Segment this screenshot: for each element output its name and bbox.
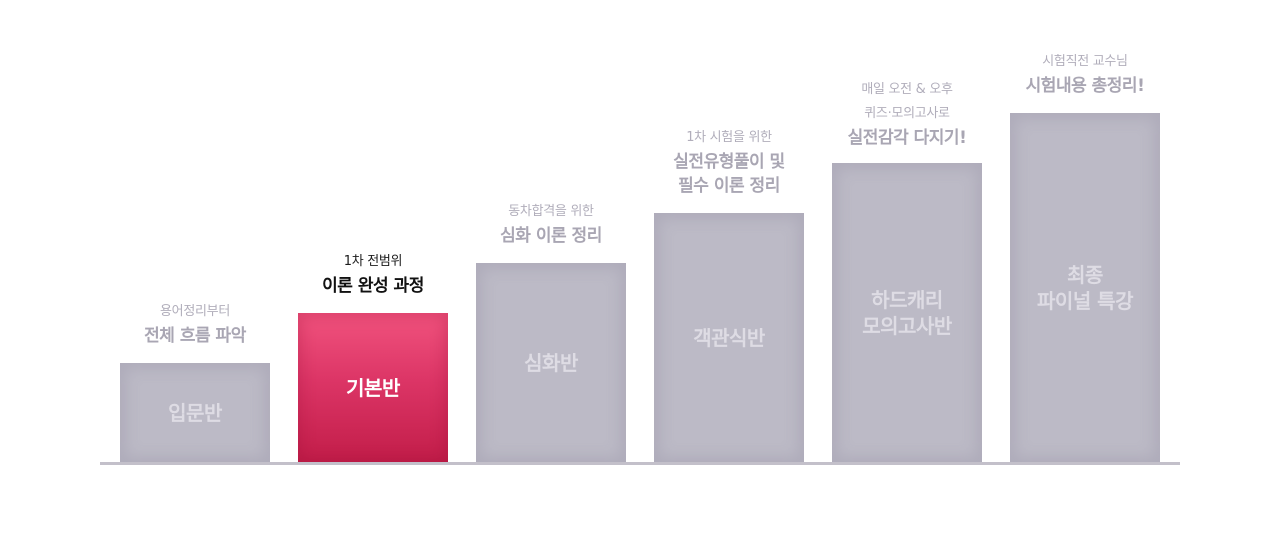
caption-title: 심화 이론 정리 <box>500 226 602 246</box>
course-caption: 시험직전 교수님 시험내용 총정리! <box>985 50 1185 98</box>
course-bar-basic[interactable]: 기본반 <box>298 313 448 463</box>
course-bar-label: 최종 파이널 특강 <box>1037 263 1133 313</box>
caption-title: 이론 완성 과정 <box>322 276 424 296</box>
course-bar-objective[interactable]: 객관식반 <box>654 213 804 463</box>
caption-title: 전체 흐름 파악 <box>144 326 246 346</box>
course-caption: 매일 오전 & 오후 퀴즈·모의고사로 실전감각 다지기! <box>807 78 1007 150</box>
course-caption: 1차 시험을 위한 실전유형풀이 및 필수 이론 정리 <box>629 126 829 198</box>
course-bar-label: 기본반 <box>346 376 400 400</box>
caption-subtitle: 동차합격을 위한 <box>508 204 594 219</box>
caption-title: 실전감각 다지기! <box>847 128 967 148</box>
caption-title-line2: 필수 이론 정리 <box>678 176 780 196</box>
caption-subtitle: 용어정리부터 <box>160 304 230 319</box>
caption-subtitle: 시험직전 교수님 <box>1042 54 1128 69</box>
course-caption: 용어정리부터 전체 흐름 파악 <box>95 300 295 348</box>
course-bar-intro[interactable]: 입문반 <box>120 363 270 463</box>
course-bar-label: 입문반 <box>168 401 222 425</box>
caption-title: 시험내용 총정리! <box>1025 76 1145 96</box>
course-bar-label: 하드캐리 모의고사반 <box>862 288 952 338</box>
course-caption: 동차합격을 위한 심화 이론 정리 <box>451 200 651 248</box>
course-bar-mock-exam[interactable]: 하드캐리 모의고사반 <box>832 163 982 463</box>
baseline-divider <box>100 462 1180 465</box>
caption-title: 실전유형풀이 및 <box>673 152 785 172</box>
caption-subtitle: 매일 오전 & 오후 <box>861 82 953 97</box>
course-bar-label: 객관식반 <box>693 326 765 350</box>
course-bar-final[interactable]: 최종 파이널 특강 <box>1010 113 1160 463</box>
course-bar-label: 심화반 <box>524 351 578 375</box>
course-caption: 1차 전범위 이론 완성 과정 <box>273 250 473 298</box>
caption-subtitle-line2: 퀴즈·모의고사로 <box>864 106 950 121</box>
course-bar-advanced[interactable]: 심화반 <box>476 263 626 463</box>
caption-subtitle: 1차 전범위 <box>343 254 403 269</box>
caption-subtitle: 1차 시험을 위한 <box>686 130 772 145</box>
